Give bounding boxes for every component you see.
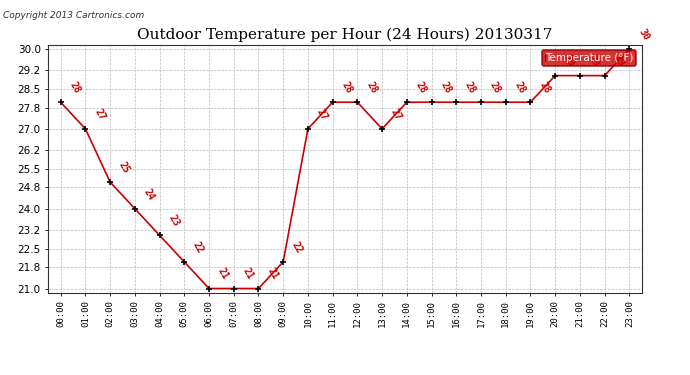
- Text: 29: 29: [586, 54, 602, 69]
- Text: 27: 27: [389, 107, 404, 122]
- Text: 27: 27: [315, 107, 329, 122]
- Text: Copyright 2013 Cartronics.com: Copyright 2013 Cartronics.com: [3, 11, 145, 20]
- Legend: Temperature (°F): Temperature (°F): [542, 50, 636, 66]
- Text: 21: 21: [266, 266, 280, 282]
- Text: 29: 29: [562, 54, 577, 69]
- Text: 28: 28: [414, 80, 428, 95]
- Text: 28: 28: [513, 80, 527, 95]
- Text: 25: 25: [117, 160, 132, 175]
- Text: 27: 27: [92, 107, 107, 122]
- Text: 22: 22: [290, 240, 305, 255]
- Text: 21: 21: [216, 266, 230, 282]
- Text: 28: 28: [339, 80, 354, 95]
- Text: 28: 28: [538, 80, 552, 95]
- Text: 28: 28: [68, 80, 82, 95]
- Text: 21: 21: [241, 266, 255, 282]
- Text: 24: 24: [141, 186, 157, 202]
- Title: Outdoor Temperature per Hour (24 Hours) 20130317: Outdoor Temperature per Hour (24 Hours) …: [137, 28, 553, 42]
- Text: 28: 28: [488, 80, 502, 95]
- Text: 22: 22: [191, 240, 206, 255]
- Text: 28: 28: [463, 80, 477, 95]
- Text: 28: 28: [364, 80, 379, 95]
- Text: 29: 29: [611, 54, 626, 69]
- Text: 30: 30: [636, 27, 651, 42]
- Text: 28: 28: [438, 80, 453, 95]
- Text: 23: 23: [166, 213, 181, 228]
